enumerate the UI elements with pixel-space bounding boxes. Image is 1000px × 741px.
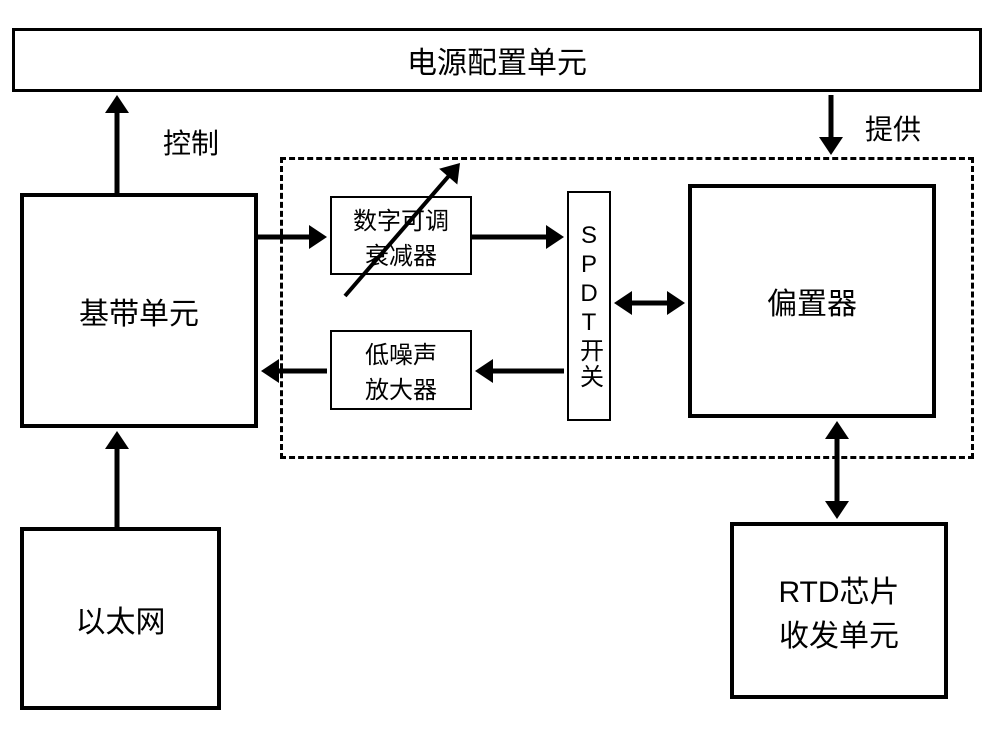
node-ethernet-label: 以太网 bbox=[76, 597, 166, 641]
node-rtd-line1: RTD芯片 bbox=[778, 567, 899, 611]
node-attenuator-text: 数字可调 衰减器 bbox=[353, 201, 449, 271]
node-baseband-unit: 基带单元 bbox=[20, 193, 258, 428]
node-spdt-switch-label: SPDT开关 bbox=[572, 222, 607, 390]
node-lna-text: 低噪声 放大器 bbox=[365, 335, 437, 405]
node-attenuator-line2: 衰减器 bbox=[353, 236, 449, 271]
node-rtd-text: RTD芯片 收发单元 bbox=[778, 567, 899, 655]
node-power-config-label: 电源配置单元 bbox=[407, 38, 587, 82]
node-power-config: 电源配置单元 bbox=[12, 28, 982, 92]
node-lna: 低噪声 放大器 bbox=[330, 330, 472, 410]
node-rtd-line2: 收发单元 bbox=[778, 611, 899, 655]
node-attenuator: 数字可调 衰减器 bbox=[330, 196, 472, 275]
node-lna-line1: 低噪声 bbox=[365, 335, 437, 370]
node-lna-line2: 放大器 bbox=[365, 370, 437, 405]
node-ethernet: 以太网 bbox=[20, 527, 221, 710]
node-attenuator-line1: 数字可调 bbox=[353, 201, 449, 236]
edge-label-control: 控制 bbox=[163, 122, 219, 162]
node-baseband-unit-label: 基带单元 bbox=[79, 289, 199, 333]
node-biaser: 偏置器 bbox=[688, 184, 936, 418]
node-rtd-transceiver: RTD芯片 收发单元 bbox=[730, 522, 948, 699]
edge-label-provide: 提供 bbox=[865, 108, 921, 148]
node-spdt-switch: SPDT开关 bbox=[567, 191, 611, 421]
node-biaser-label: 偏置器 bbox=[767, 279, 857, 323]
